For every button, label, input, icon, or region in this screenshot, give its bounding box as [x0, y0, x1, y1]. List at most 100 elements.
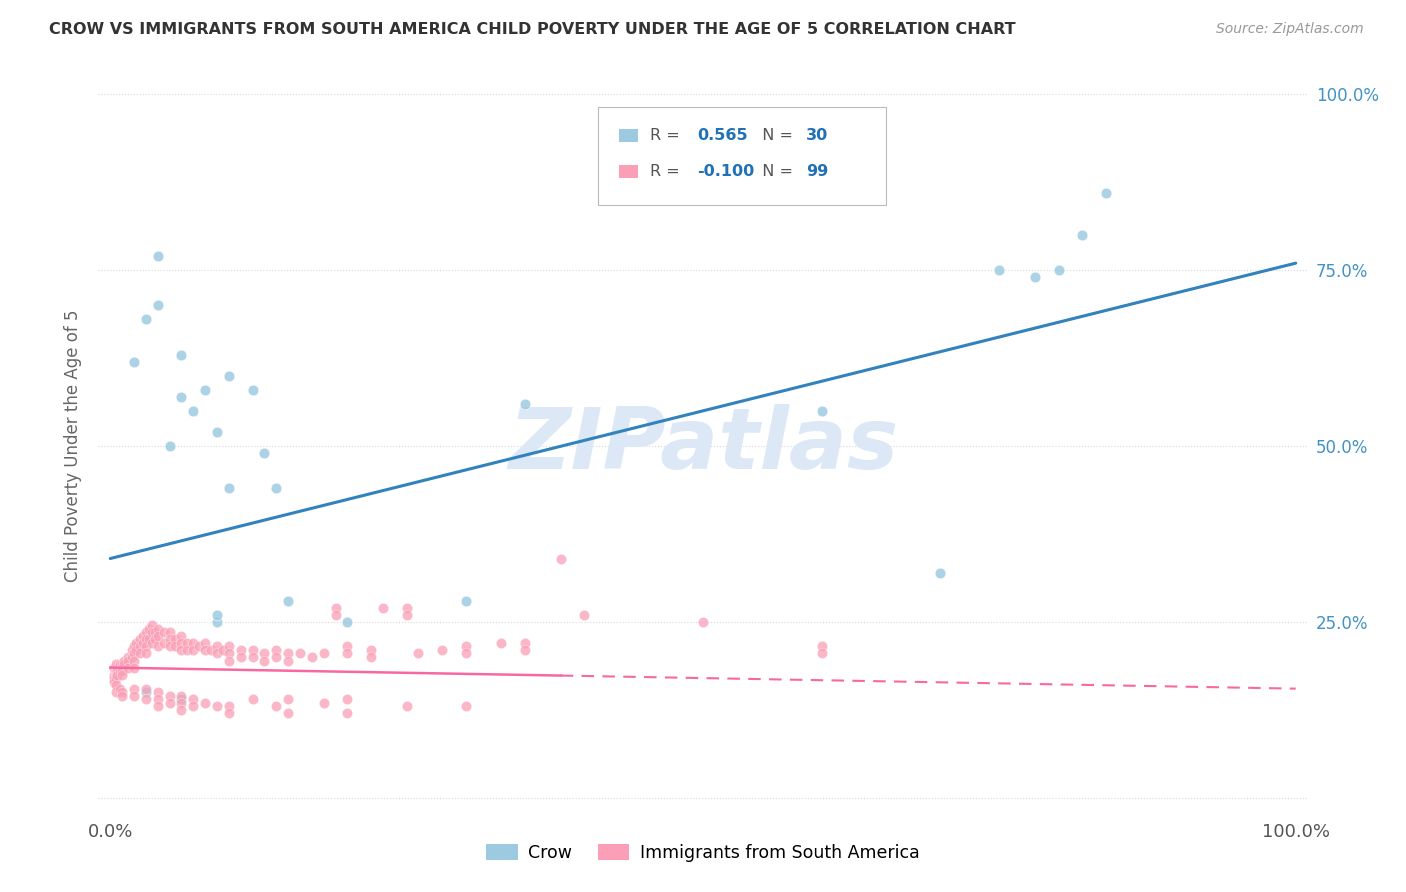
Point	[242, 692, 264, 706]
Point	[114, 657, 136, 671]
Point	[336, 692, 359, 706]
Point	[218, 640, 240, 654]
Point	[205, 615, 228, 629]
Point	[141, 618, 163, 632]
Point	[205, 425, 228, 439]
Point	[277, 692, 299, 706]
Point	[152, 636, 174, 650]
Point	[170, 636, 193, 650]
Point	[229, 650, 252, 665]
Point	[212, 643, 235, 657]
Point	[117, 660, 139, 674]
Point	[325, 607, 347, 622]
Point	[288, 647, 311, 661]
Point	[218, 706, 240, 721]
Point	[336, 706, 359, 721]
Text: R =: R =	[650, 164, 685, 178]
Point	[205, 647, 228, 661]
Point	[141, 625, 163, 640]
Point	[181, 643, 204, 657]
Text: R =: R =	[650, 128, 685, 143]
Point	[395, 600, 418, 615]
Point	[929, 566, 952, 580]
Point	[515, 397, 537, 411]
Point	[515, 636, 537, 650]
Point	[229, 643, 252, 657]
Point	[312, 696, 335, 710]
Point	[111, 657, 134, 671]
Point	[176, 643, 198, 657]
Point	[132, 629, 155, 643]
Point	[105, 664, 128, 678]
Point	[129, 647, 152, 661]
Point	[454, 647, 477, 661]
Point	[159, 640, 181, 654]
Point	[988, 263, 1011, 277]
Point	[105, 671, 128, 685]
Point	[1024, 270, 1046, 285]
Point	[121, 643, 143, 657]
Point	[111, 660, 134, 674]
Point	[143, 632, 166, 647]
Point	[218, 653, 240, 667]
Point	[108, 681, 131, 696]
Point	[181, 636, 204, 650]
Point	[408, 647, 430, 661]
Point	[188, 640, 211, 654]
Point	[218, 481, 240, 495]
Point	[159, 625, 181, 640]
Point	[360, 643, 382, 657]
Point	[454, 640, 477, 654]
Point	[242, 643, 264, 657]
Text: -0.100: -0.100	[697, 164, 755, 178]
Point	[122, 647, 145, 661]
Point	[170, 692, 193, 706]
Point	[277, 593, 299, 607]
Point	[550, 551, 572, 566]
Text: 30: 30	[806, 128, 828, 143]
Point	[515, 643, 537, 657]
Point	[264, 699, 287, 714]
Point	[146, 699, 169, 714]
Point	[692, 615, 714, 629]
Point	[432, 643, 454, 657]
Point	[170, 629, 193, 643]
Point	[141, 636, 163, 650]
Point	[146, 629, 169, 643]
Y-axis label: Child Poverty Under the Age of 5: Child Poverty Under the Age of 5	[63, 310, 82, 582]
Point	[170, 689, 193, 703]
Point	[1095, 186, 1118, 200]
Point	[194, 643, 217, 657]
Point	[200, 643, 222, 657]
Point	[159, 439, 181, 453]
Point	[395, 607, 418, 622]
Point	[105, 664, 128, 678]
Point	[253, 446, 276, 460]
Point	[395, 699, 418, 714]
Point	[277, 706, 299, 721]
Point	[454, 699, 477, 714]
Point	[264, 650, 287, 665]
Point	[810, 404, 832, 418]
Text: ZIPatlas: ZIPatlas	[508, 404, 898, 488]
Point	[105, 657, 128, 671]
Point	[132, 636, 155, 650]
Point	[242, 383, 264, 397]
Point	[146, 685, 169, 699]
Point	[146, 622, 169, 636]
Point	[336, 647, 359, 661]
Point	[218, 647, 240, 661]
Point	[176, 636, 198, 650]
Point	[138, 632, 160, 647]
Point	[170, 390, 193, 404]
Point	[194, 636, 217, 650]
Point	[336, 615, 359, 629]
Point	[574, 607, 596, 622]
Point	[108, 657, 131, 671]
Point	[129, 632, 152, 647]
Point	[125, 643, 148, 657]
Text: CROW VS IMMIGRANTS FROM SOUTH AMERICA CHILD POVERTY UNDER THE AGE OF 5 CORRELATI: CROW VS IMMIGRANTS FROM SOUTH AMERICA CH…	[49, 22, 1015, 37]
Point	[105, 667, 128, 681]
Point	[264, 643, 287, 657]
Point	[135, 685, 157, 699]
